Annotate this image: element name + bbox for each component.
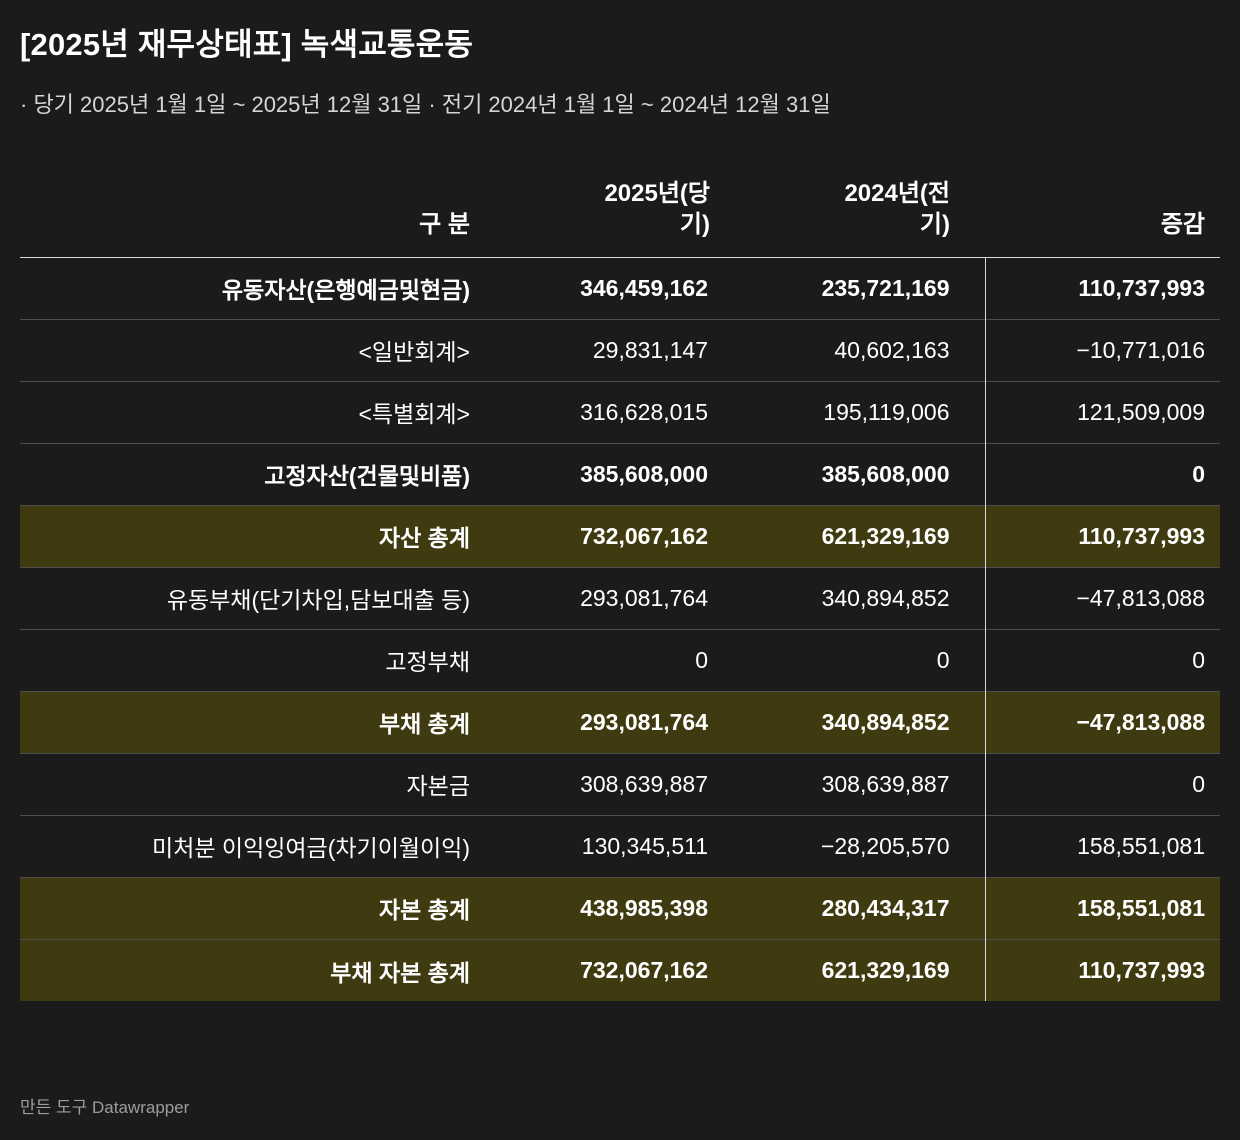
cell-label: 부채 총계 [20,690,470,754]
cell-change: −10,771,016 [984,318,1220,382]
cell-label: 고정부채 [20,628,470,692]
cell-2024: 340,894,852 [710,690,985,754]
cell-change: 110,737,993 [984,938,1220,1002]
row-total-liabilities-and-equity: 부채 자본 총계 732,067,162 621,329,169 110,737… [20,938,1220,1002]
col-header-category: 구 분 [20,161,470,258]
cell-2025: 0 [470,628,710,692]
cell-change: 110,737,993 [984,257,1220,320]
cell-2025: 130,345,511 [470,814,710,878]
row-current-assets: 유동자산(은행예금및현금) 346,459,162 235,721,169 11… [20,257,1220,320]
row-capital-stock: 자본금 308,639,887 308,639,887 0 [20,752,1220,816]
cell-2025: 293,081,764 [470,566,710,630]
cell-label: 고정자산(건물및비품) [20,442,470,506]
cell-change: 0 [984,628,1220,692]
row-total-assets: 자산 총계 732,067,162 621,329,169 110,737,99… [20,504,1220,568]
cell-2024: 40,602,163 [710,318,985,382]
col-header-2025: 2025년(당기) [470,161,710,258]
cell-label: <특별회계> [20,380,470,444]
cell-2024: 195,119,006 [710,380,985,444]
cell-change: −47,813,088 [984,566,1220,630]
cell-label: 부채 자본 총계 [20,938,470,1002]
row-general-account: <일반회계> 29,831,147 40,602,163 −10,771,016 [20,318,1220,382]
page-title: [2025년 재무상태표] 녹색교통운동 [20,27,474,62]
table-header: 구 분 2025년(당기) 2024년(전기) 증감 [20,161,1220,258]
cell-2025: 316,628,015 [470,380,710,444]
row-total-liabilities: 부채 총계 293,081,764 340,894,852 −47,813,08… [20,690,1220,754]
cell-2024: 0 [710,628,985,692]
cell-2024: 235,721,169 [821,274,950,301]
cell-2025: 308,639,887 [470,752,710,816]
cell-2024: 340,894,852 [710,566,985,630]
header-row: 구 분 2025년(당기) 2024년(전기) 증감 [20,161,1220,258]
cell-2025: 29,831,147 [470,318,710,382]
col-header-2025-label: 2025년(당기) [604,180,710,239]
cell-2024: 621,329,169 [710,504,985,568]
col-header-2024: 2024년(전기) [710,161,985,258]
balance-sheet-table: 구 분 2025년(당기) 2024년(전기) 증감 유동자산(은행예금및현금)… [20,161,1220,1002]
page-subtitle: · 당기 2025년 1월 1일 ~ 2025년 12월 31일 · 전기 20… [20,91,831,117]
cell-label: 유동부채(단기차입,담보대출 등) [20,566,470,630]
attribution: 만든 도구 Datawrapper [20,1093,189,1118]
cell-2024: 308,639,887 [710,752,985,816]
row-special-account: <특별회계> 316,628,015 195,119,006 121,509,0… [20,380,1220,444]
cell-change: 121,509,009 [984,380,1220,444]
row-fixed-assets: 고정자산(건물및비품) 385,608,000 385,608,000 0 [20,442,1220,506]
cell-2024: 385,608,000 [710,442,985,506]
row-current-liabilities: 유동부채(단기차입,담보대출 등) 293,081,764 340,894,85… [20,566,1220,630]
cell-label: 미처분 이익잉여금(차기이월이익) [20,814,470,878]
cell-2025: 438,985,398 [470,876,710,940]
cell-2024: 621,329,169 [710,938,985,1002]
cell-2025: 385,608,000 [470,442,710,506]
col-header-change: 증감 [985,161,1220,258]
cell-label: 유동자산(은행예금및현금) [221,277,470,304]
cell-2025: 732,067,162 [470,938,710,1002]
cell-label: 자본금 [20,752,470,816]
cell-2025: 732,067,162 [470,504,710,568]
cell-2025: 346,459,162 [580,274,708,301]
row-retained-earnings: 미처분 이익잉여금(차기이월이익) 130,345,511 −28,205,57… [20,814,1220,878]
attribution-prefix: 만든 도구 [20,1098,93,1117]
cell-label: 자본 총계 [20,876,470,940]
cell-label: <일반회계> [20,318,470,382]
table-body: 유동자산(은행예금및현금) 346,459,162 235,721,169 11… [20,257,1220,1002]
row-fixed-liabilities: 고정부채 0 0 0 [20,628,1220,692]
col-header-2024-label: 2024년(전기) [844,180,950,239]
cell-label: 자산 총계 [20,504,470,568]
cell-change: 110,737,993 [984,504,1220,568]
row-total-equity: 자본 총계 438,985,398 280,434,317 158,551,08… [20,876,1220,940]
cell-change: 0 [984,752,1220,816]
cell-change: 158,551,081 [984,876,1220,940]
cell-change: 0 [984,442,1220,506]
cell-2025: 293,081,764 [470,690,710,754]
cell-2024: 280,434,317 [710,876,985,940]
cell-2024: −28,205,570 [710,814,985,878]
cell-change: −47,813,088 [984,690,1220,754]
cell-change: 158,551,081 [984,814,1220,878]
attribution-tool-link[interactable]: Datawrapper [92,1098,190,1117]
